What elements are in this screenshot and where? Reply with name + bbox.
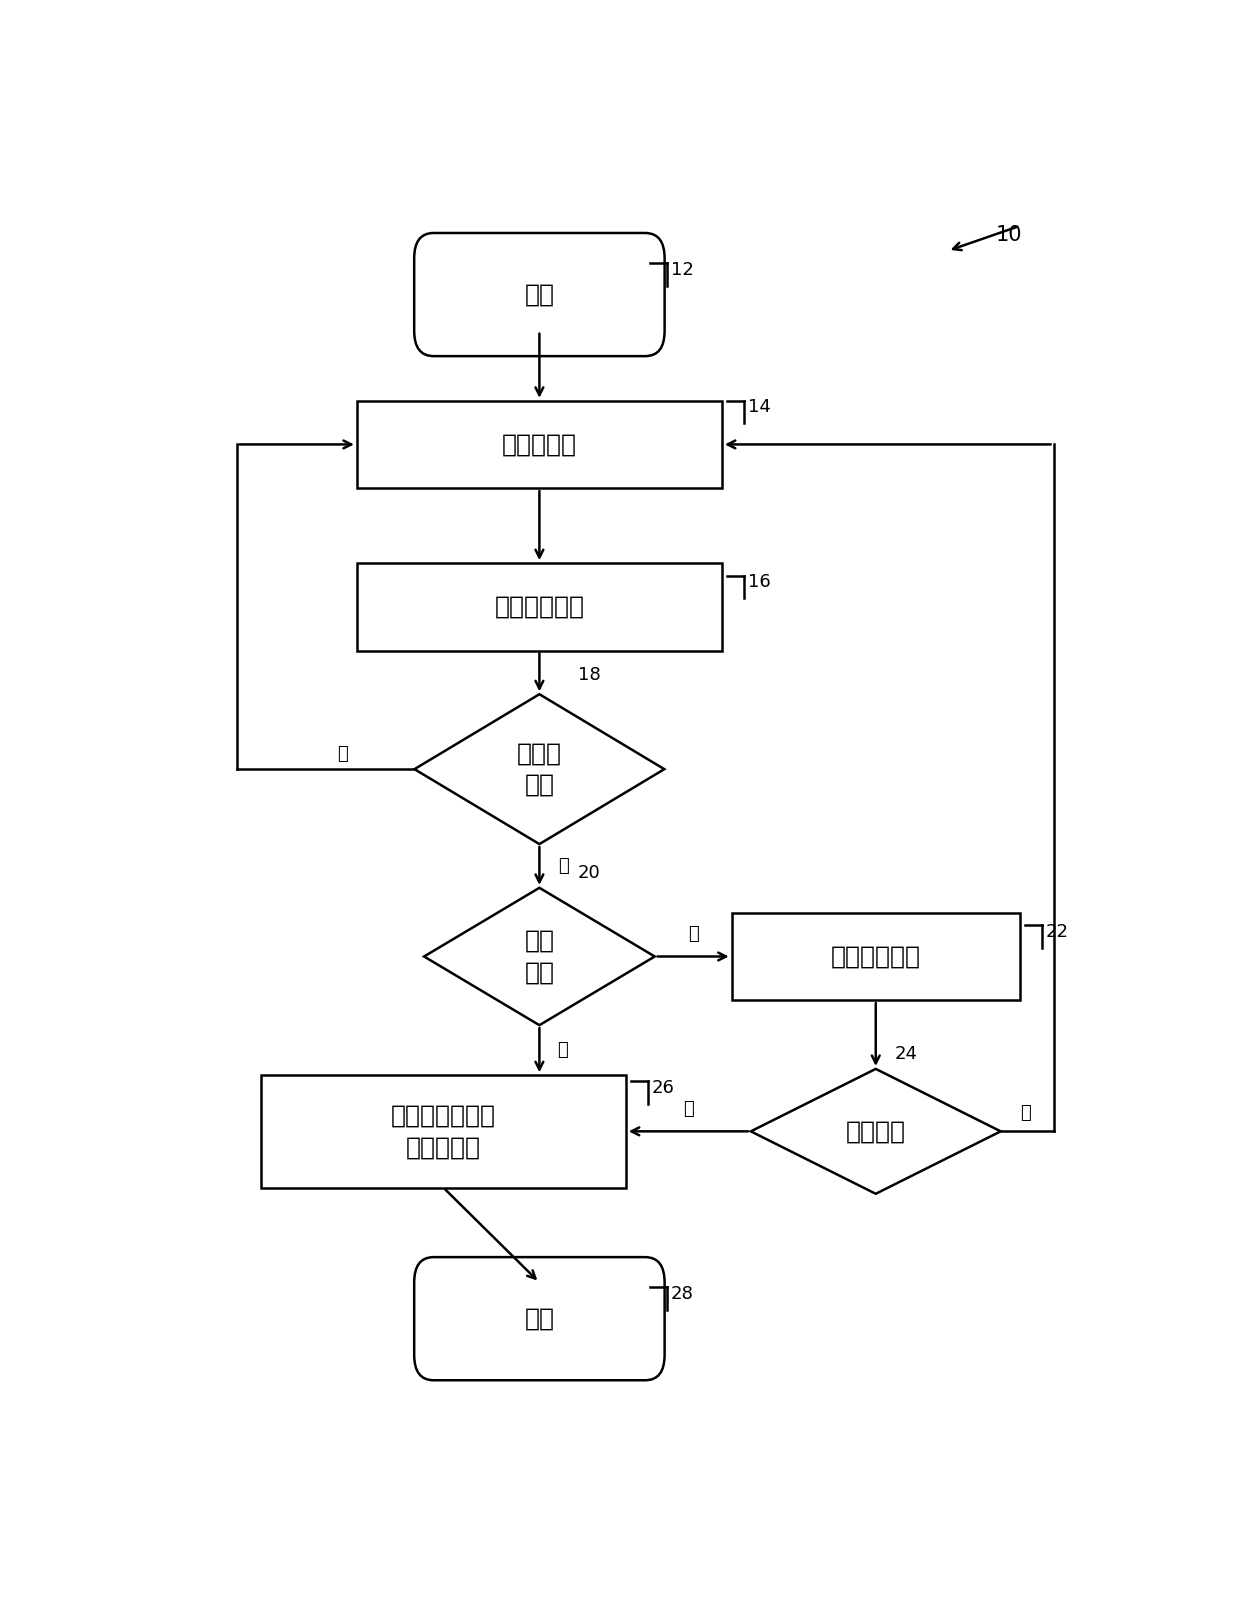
Text: 加注或引流: 加注或引流	[502, 433, 577, 456]
Text: 12: 12	[671, 261, 694, 279]
Text: 否: 否	[557, 1041, 568, 1059]
Polygon shape	[751, 1069, 1001, 1194]
Text: 14: 14	[748, 397, 771, 415]
FancyBboxPatch shape	[414, 1257, 665, 1380]
Text: 开始: 开始	[525, 282, 554, 307]
Text: 是: 是	[683, 1100, 693, 1118]
Bar	[357, 563, 722, 650]
Text: 10: 10	[996, 224, 1022, 245]
Text: 16: 16	[748, 573, 771, 590]
Text: 是否验证: 是否验证	[846, 1119, 905, 1144]
Text: 18: 18	[578, 667, 600, 684]
Bar	[260, 1075, 626, 1187]
Text: 执行患者加满或
排空后程序: 执行患者加满或 排空后程序	[391, 1103, 496, 1160]
Text: 22: 22	[1045, 923, 1069, 941]
Text: 加满或
排空: 加满或 排空	[517, 741, 562, 796]
FancyBboxPatch shape	[414, 234, 665, 357]
Bar	[357, 401, 722, 488]
Text: 否: 否	[337, 744, 348, 764]
Text: 是: 是	[688, 925, 698, 942]
Text: 执行验证程序: 执行验证程序	[831, 944, 921, 968]
Polygon shape	[414, 694, 665, 843]
Text: 结束: 结束	[525, 1307, 554, 1330]
Polygon shape	[424, 887, 655, 1025]
Text: 24: 24	[895, 1045, 918, 1062]
Text: 26: 26	[652, 1079, 675, 1096]
Text: 是否
验证: 是否 验证	[525, 929, 554, 985]
Bar	[732, 913, 1019, 1001]
Text: 否: 否	[1019, 1103, 1030, 1121]
Text: 获取压力读数: 获取压力读数	[495, 595, 584, 618]
Text: 是: 是	[559, 856, 569, 874]
Text: 28: 28	[671, 1285, 694, 1302]
Text: 20: 20	[578, 863, 600, 882]
